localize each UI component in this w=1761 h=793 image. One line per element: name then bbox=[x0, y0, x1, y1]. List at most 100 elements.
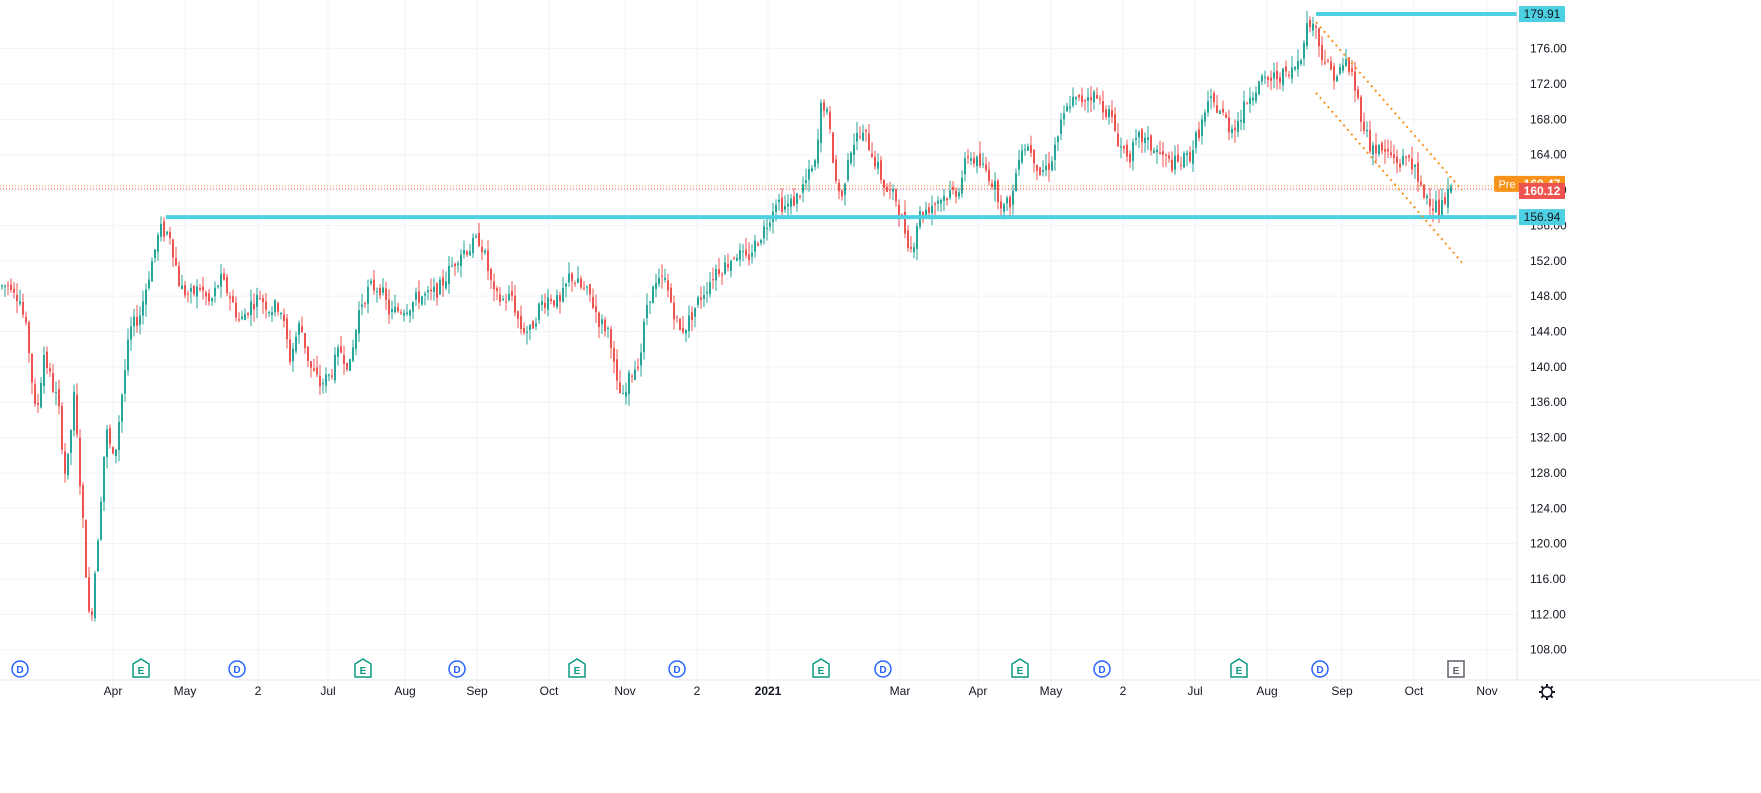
candle-body bbox=[931, 205, 933, 214]
candle-body bbox=[511, 291, 513, 297]
candle-body bbox=[1222, 108, 1224, 113]
candle-body bbox=[628, 372, 630, 395]
earnings-marker[interactable]: E bbox=[568, 658, 586, 678]
candle-body bbox=[604, 319, 606, 332]
y-tick-label: 144.00 bbox=[1530, 324, 1567, 338]
dividend-marker[interactable]: D bbox=[668, 660, 686, 678]
candle-body bbox=[1315, 25, 1317, 28]
candle-body bbox=[1201, 119, 1203, 137]
trend-channel[interactable] bbox=[1315, 21, 1463, 264]
candle-body bbox=[19, 301, 21, 304]
trend-channel-upper-line[interactable] bbox=[1315, 21, 1463, 191]
candle-body bbox=[481, 246, 483, 253]
candle-body bbox=[1390, 152, 1392, 156]
dividend-marker-label: D bbox=[16, 665, 23, 676]
candle-body bbox=[487, 250, 489, 271]
dividend-marker[interactable]: D bbox=[1311, 660, 1329, 678]
candle-body bbox=[142, 301, 144, 316]
candle-body bbox=[151, 261, 153, 282]
candle-body bbox=[865, 129, 867, 132]
dividend-marker[interactable]: D bbox=[874, 660, 892, 678]
earnings-marker[interactable]: E bbox=[1230, 658, 1248, 678]
candle-body bbox=[346, 362, 348, 370]
candle-body bbox=[1309, 19, 1311, 28]
candle-body bbox=[874, 156, 876, 167]
candle-body bbox=[796, 193, 798, 204]
candle-body bbox=[1204, 112, 1206, 122]
candle-body bbox=[1006, 197, 1008, 204]
candle-body bbox=[331, 375, 333, 377]
candle-body bbox=[457, 263, 459, 265]
candle-body bbox=[637, 366, 639, 369]
dividend-marker[interactable]: D bbox=[448, 660, 466, 678]
earnings-marker-shape bbox=[812, 658, 830, 678]
candle-body bbox=[1198, 129, 1200, 138]
candle-body bbox=[1276, 70, 1278, 80]
candle-body bbox=[1120, 146, 1122, 148]
candle-body bbox=[367, 286, 369, 304]
candle-body bbox=[967, 156, 969, 158]
candle-body bbox=[505, 301, 507, 303]
price-axis[interactable]: 108.00 112.00 116.00 120.00 124.00 128.00 132.… bbox=[1494, 0, 1567, 680]
earnings-marker[interactable]: E bbox=[132, 658, 150, 678]
candle-body bbox=[70, 430, 72, 453]
trend-channel-lower-line[interactable] bbox=[1315, 92, 1463, 264]
candle-body bbox=[592, 297, 594, 308]
candle-body bbox=[394, 307, 396, 313]
earnings-marker[interactable]: E bbox=[1011, 658, 1029, 678]
earnings-marker-label: E bbox=[138, 666, 145, 677]
candle-body bbox=[1414, 164, 1416, 168]
dividend-marker[interactable]: D bbox=[228, 660, 246, 678]
candle-body bbox=[31, 354, 33, 383]
candle-body bbox=[280, 313, 282, 315]
dividend-marker[interactable]: D bbox=[1093, 660, 1111, 678]
candle-body bbox=[1066, 105, 1068, 112]
dividend-marker[interactable]: D bbox=[11, 660, 29, 678]
candle-body bbox=[106, 429, 108, 457]
candle-body bbox=[1189, 151, 1191, 162]
candle-body bbox=[40, 382, 42, 408]
time-axis[interactable]: Apr May 2 Jul Aug Sep Oct Nov 2 2021 Mar Apr May 2 Jul… bbox=[0, 679, 1761, 698]
candle-body bbox=[364, 303, 366, 305]
gear-icon[interactable] bbox=[1539, 684, 1555, 700]
candle-body bbox=[130, 326, 132, 340]
candle-body bbox=[1444, 197, 1446, 205]
candle-body bbox=[385, 288, 387, 300]
candle-body bbox=[514, 295, 516, 313]
candle-body bbox=[940, 200, 942, 204]
candle-body bbox=[265, 301, 267, 310]
candle-body bbox=[352, 347, 354, 361]
candle-body bbox=[769, 222, 771, 227]
earnings-marker[interactable]: E bbox=[354, 658, 372, 678]
candle-body bbox=[520, 315, 522, 330]
candle-body bbox=[586, 286, 588, 288]
candle-body bbox=[253, 303, 255, 310]
earnings-marker[interactable]: E bbox=[1447, 660, 1465, 678]
candle-body bbox=[832, 132, 834, 163]
x-tick-label: 2021 bbox=[755, 684, 782, 698]
candle-body bbox=[745, 249, 747, 256]
candle-body bbox=[439, 279, 441, 295]
earnings-marker-shape bbox=[354, 658, 372, 678]
candle-body bbox=[568, 273, 570, 283]
candle-body bbox=[256, 294, 258, 307]
candle-body bbox=[595, 306, 597, 313]
candle-body bbox=[1381, 142, 1383, 151]
price-level-lines[interactable] bbox=[0, 12, 1517, 220]
candle-body bbox=[1000, 201, 1002, 209]
candle-body bbox=[424, 293, 426, 296]
candle-body bbox=[841, 190, 843, 197]
candle-body bbox=[856, 133, 858, 142]
candle-body bbox=[1327, 60, 1329, 62]
candle-body bbox=[79, 437, 81, 487]
earnings-marker[interactable]: E bbox=[812, 658, 830, 678]
candle-body bbox=[1228, 117, 1230, 133]
candle-body bbox=[43, 354, 45, 387]
x-tick-label: May bbox=[174, 684, 197, 698]
candle-body bbox=[703, 295, 705, 299]
candle-body bbox=[469, 251, 471, 256]
candle-body bbox=[523, 328, 525, 333]
